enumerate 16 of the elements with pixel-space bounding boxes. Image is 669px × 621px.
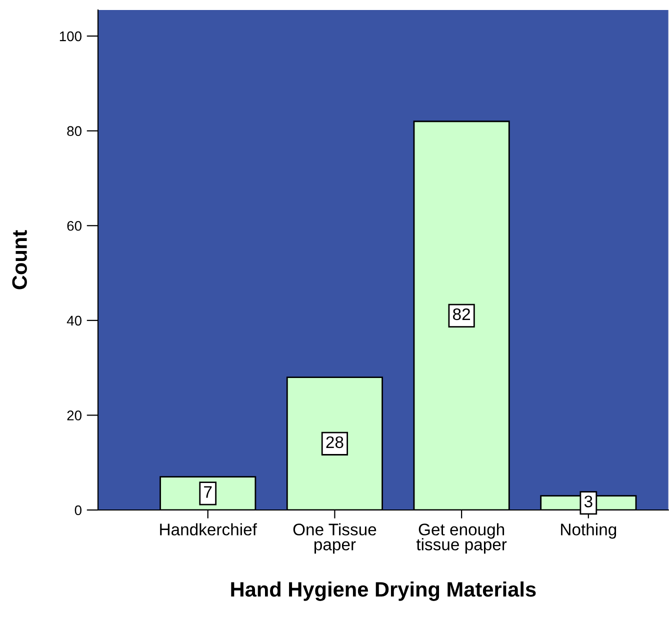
data-label: 7: [204, 486, 212, 498]
data-label: 3: [584, 496, 592, 508]
y-tick-label: 60: [67, 220, 82, 231]
y-tick-label: 80: [67, 126, 82, 136]
x-tick-label: One Tissue paper: [293, 523, 376, 554]
y-tick-label: 0: [74, 505, 82, 516]
y-tick-label: 100: [60, 31, 82, 42]
data-label: 28: [326, 436, 344, 448]
data-label: 82: [453, 308, 470, 320]
x-tick-label: Get enough tissue paper: [416, 523, 507, 554]
y-tick-label: 20: [67, 410, 82, 420]
y-axis-title: Count: [12, 230, 27, 290]
x-tick-label: Handkerchief: [160, 523, 257, 536]
x-axis-title: Hand Hygiene Drying Materials: [231, 581, 536, 601]
y-tick-label: 40: [66, 316, 82, 326]
x-tick-label: Nothing: [561, 523, 616, 539]
